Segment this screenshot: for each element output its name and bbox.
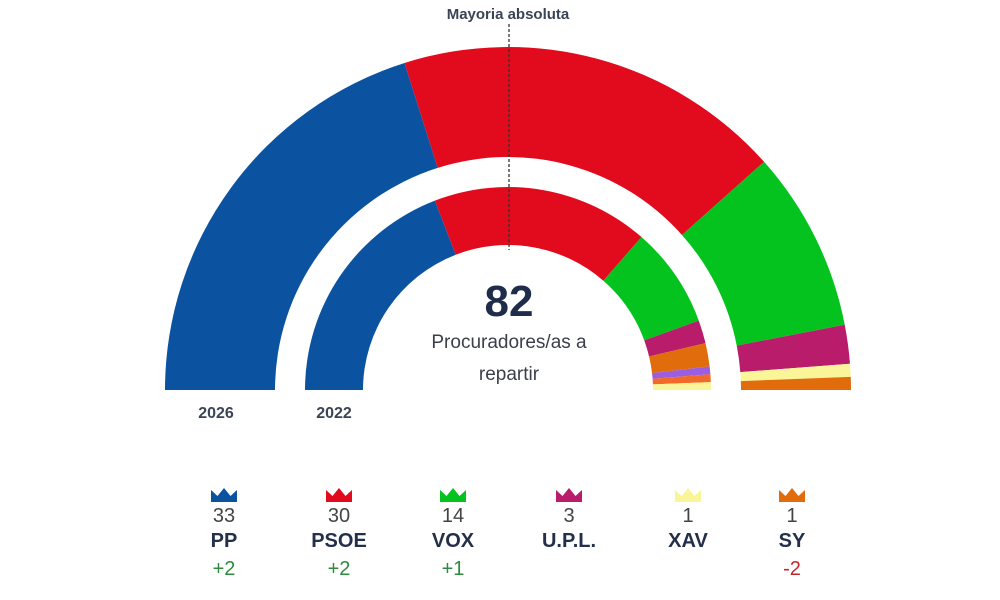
- ring-label-2022: 2022: [316, 405, 352, 422]
- crown-icon: [326, 488, 352, 502]
- segment-2026-psoe: [404, 46, 765, 235]
- segment-2022-pp: [305, 200, 456, 390]
- hemicycle-chart: Mayoria absoluta 82 Procuradores/as a re…: [165, 6, 851, 422]
- party-name: SY: [778, 530, 806, 552]
- segment-2026-sy: [740, 376, 851, 390]
- segment-2022-vox: [603, 237, 699, 341]
- segment-2026-pp: [165, 62, 438, 390]
- center-label-2: repartir: [479, 364, 540, 385]
- seats: 1: [786, 505, 798, 527]
- seats: 1: [682, 505, 694, 527]
- segment-2022-sy: [649, 343, 710, 374]
- segment-2022-porvila: [652, 374, 711, 385]
- segment-2022-psoe: [434, 186, 642, 281]
- seat-diff: +2: [327, 558, 351, 580]
- party-name: PSOE: [311, 530, 367, 552]
- legend-item-upl: 3 U.P.L.: [519, 488, 619, 554]
- seats: 33: [212, 505, 236, 527]
- seat-diff: +2: [212, 558, 236, 580]
- seats: 3: [563, 505, 575, 527]
- legend-item-sy: 1 SY -2: [742, 488, 842, 584]
- seat-diff: +1: [441, 558, 465, 580]
- seats: 30: [327, 505, 351, 527]
- legend-item-psoe: 30 PSOE +2: [289, 488, 389, 584]
- segment-2026-xav: [740, 363, 851, 382]
- segment-2022-upl: [644, 320, 706, 357]
- ring-label-2026: 2026: [198, 405, 234, 422]
- legend-item-xav: 1 XAV: [638, 488, 738, 554]
- legend-item-vox: 14 VOX +1: [403, 488, 503, 584]
- party-name: VOX: [431, 530, 475, 552]
- party-name: PP: [210, 530, 238, 552]
- crown-icon: [440, 488, 466, 502]
- total-seats: 82: [485, 277, 534, 326]
- seats: 14: [441, 505, 465, 527]
- party-legend: 33 PP +2 30 PSOE +2 14 VOX +1 3 U.P.L. 1…: [0, 488, 1000, 598]
- crown-icon: [675, 488, 701, 502]
- crown-icon: [556, 488, 582, 502]
- center-label-1: Procuradores/as a: [431, 332, 587, 353]
- segment-2026-upl: [736, 324, 850, 373]
- majority-label: Mayoria absoluta: [447, 6, 570, 23]
- seat-diff: -2: [783, 558, 801, 580]
- party-name: U.P.L.: [541, 530, 597, 552]
- legend-item-pp: 33 PP +2: [174, 488, 274, 584]
- party-name: XAV: [668, 530, 708, 552]
- crown-icon: [211, 488, 237, 502]
- crown-icon: [779, 488, 805, 502]
- segment-2022-xav: [652, 382, 711, 390]
- segment-2026-vox: [681, 161, 845, 346]
- segment-2022-podemos: [652, 366, 711, 379]
